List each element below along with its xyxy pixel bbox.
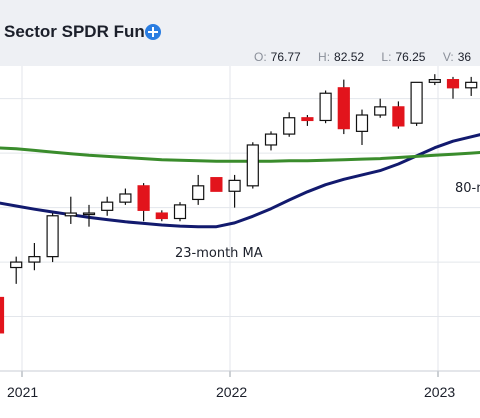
candle-26 [465,76,478,96]
candle-body-up [228,179,241,192]
open-value: 76.77 [270,50,301,64]
candle-body-down [446,79,460,89]
candle-body-up [192,185,205,201]
candle-15 [264,131,278,151]
candle-body-up [28,256,41,263]
low-key: L: [381,50,392,64]
candle-17 [301,115,314,126]
low-value: 76.25 [395,50,426,64]
candle-2 [28,243,41,271]
x-tick-2022: 2022 [216,384,247,400]
candle-4 [64,196,77,224]
candle-12 [210,177,223,192]
candle-9 [155,210,168,222]
candle-body-up [283,117,296,135]
moving-average-layer [0,133,480,229]
candle-10 [173,202,187,222]
candle-body-up [428,79,441,83]
candle-body-down [337,87,350,130]
candle-20 [355,109,369,145]
candle-24 [428,74,441,86]
candle-body-up [46,215,59,258]
candle-body-up [465,81,478,89]
x-tick-2021: 2021 [7,384,38,400]
candle-layer [0,74,478,334]
candle-22 [392,101,405,129]
candle-0 [0,296,5,334]
open-key: O: [254,50,267,64]
candle-21 [374,98,387,118]
candle-body-up [410,81,423,124]
candle-body-down [155,212,168,220]
high-key: H: [318,50,331,64]
candle-body-down [392,106,405,127]
high-value: 82.52 [334,50,365,64]
candle-body-down [137,185,150,211]
candle-body-up [82,212,96,216]
candle-body-up [173,204,187,220]
chart-header: Sector SPDR Fund O: 76.77 H: 82.52 L: 76.25… [0,0,480,66]
candle-25 [446,76,460,99]
x-tick-2023: 2023 [424,384,455,400]
candle-19 [337,79,350,135]
candle-body-down [301,117,314,122]
candle-body-up [264,133,278,146]
candle-body-up [319,92,332,122]
chart-title: Sector SPDR Fund [4,22,156,41]
volume-key: V: [442,50,454,64]
ma23-label: 23-month MA [175,246,263,261]
candle-body-up [64,212,77,217]
ma80-label: 80-m [455,181,480,196]
candlestick-chart[interactable]: 23-month MA 80-m 2021 2022 2023 [0,66,480,418]
candle-11 [192,174,205,205]
ohlc-readout: O: 76.77 H: 82.52 L: 76.25 V: 36 [254,50,480,64]
candle-16 [283,112,296,137]
candle-14 [246,142,259,189]
candle-body-down [0,296,5,334]
volume-value: 36 [457,50,472,64]
candle-1 [10,256,23,284]
candle-7 [119,188,132,205]
candle-3 [46,213,59,263]
candle-body-up [10,261,23,269]
candle-18 [319,90,332,124]
candle-8 [137,183,150,222]
candle-body-up [355,114,369,132]
ma23-line [0,133,480,229]
candle-body-down [210,177,223,192]
candle-body-up [246,144,259,187]
candle-6 [101,196,114,216]
candle-body-up [101,201,114,211]
candle-body-up [119,193,132,203]
candle-body-up [374,106,387,116]
candle-13 [228,174,241,208]
candle-5 [82,204,96,227]
ma80-line [0,146,480,163]
candle-23 [410,81,423,126]
plus-icon[interactable] [145,24,161,40]
